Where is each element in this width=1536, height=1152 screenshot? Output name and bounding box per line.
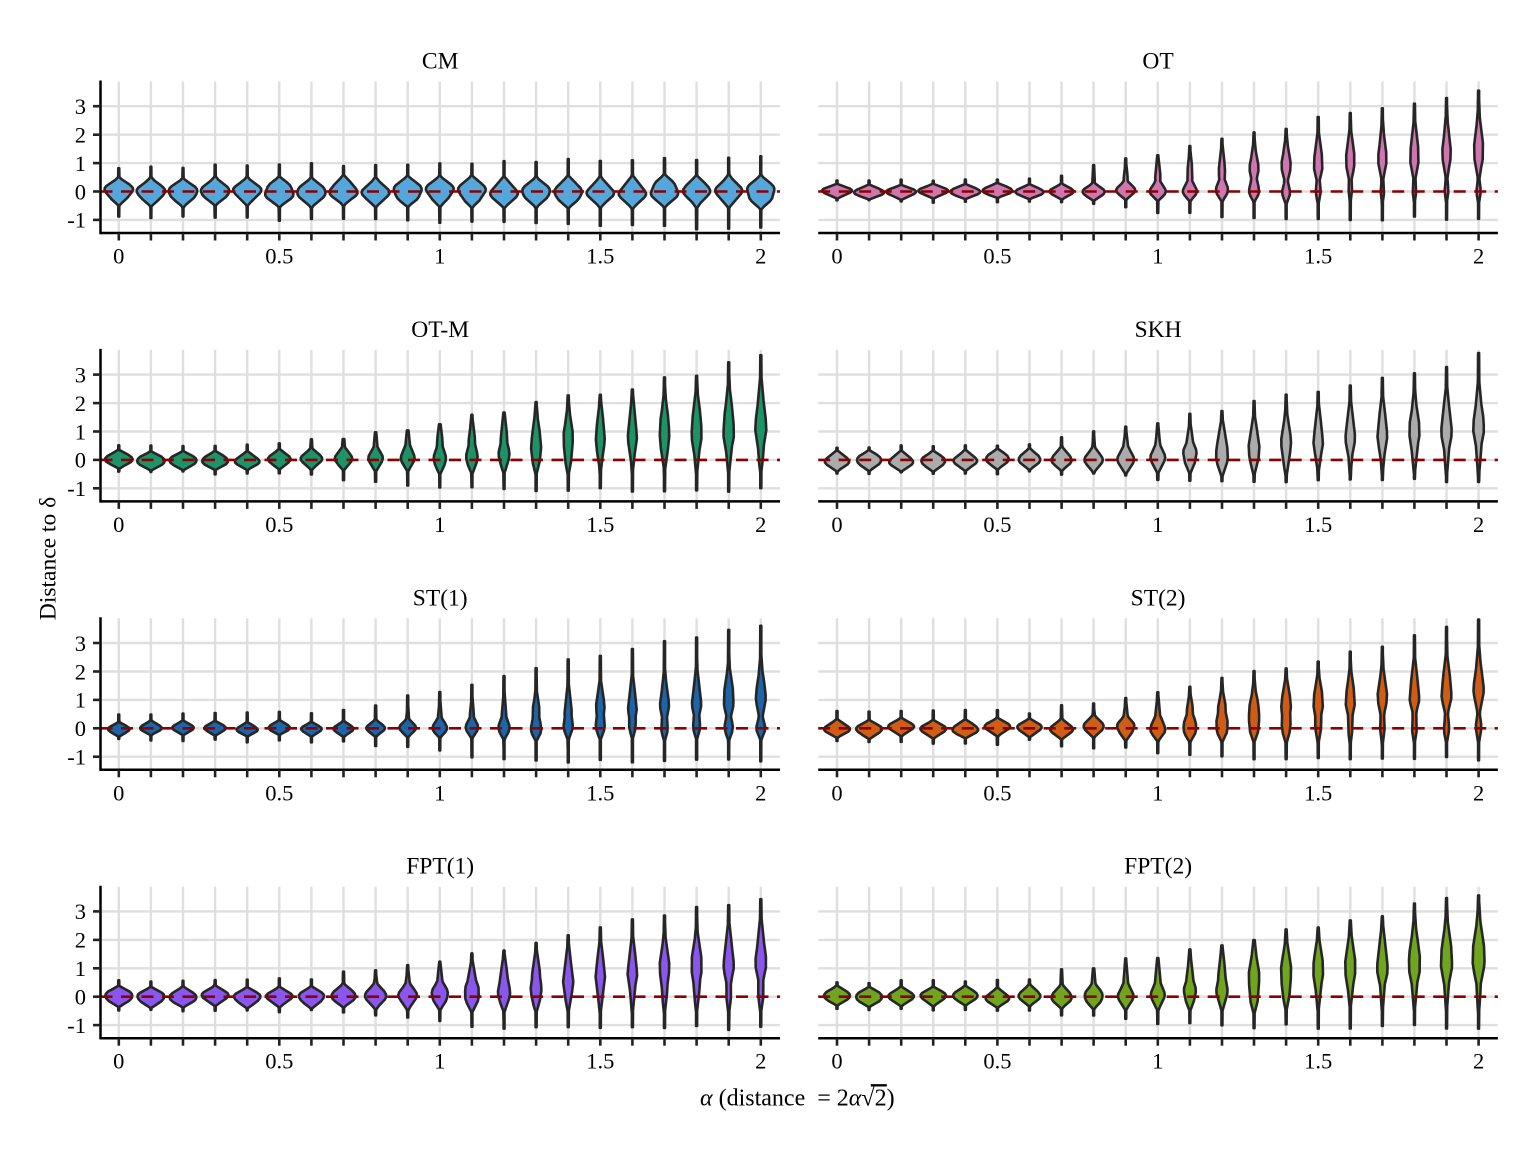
svg-text:2: 2 — [1473, 244, 1484, 269]
svg-text:FPT(2): FPT(2) — [1124, 854, 1192, 880]
svg-text:ST(2): ST(2) — [1131, 585, 1186, 611]
svg-text:1.5: 1.5 — [586, 244, 614, 269]
svg-text:0: 0 — [113, 244, 124, 269]
svg-text:0.5: 0.5 — [265, 512, 293, 537]
svg-text:1.5: 1.5 — [1304, 512, 1332, 537]
svg-text:3: 3 — [75, 899, 86, 924]
svg-text:1: 1 — [434, 244, 445, 269]
svg-text:0.5: 0.5 — [265, 780, 293, 805]
svg-text:0: 0 — [75, 716, 86, 741]
svg-text:1: 1 — [75, 151, 86, 176]
svg-text:1: 1 — [75, 688, 86, 713]
svg-text:0: 0 — [113, 1049, 124, 1074]
svg-text:0.5: 0.5 — [983, 780, 1011, 805]
svg-text:1: 1 — [1152, 1049, 1163, 1074]
svg-text:0: 0 — [75, 985, 86, 1010]
svg-text:FPT(1): FPT(1) — [406, 854, 474, 880]
svg-text:2: 2 — [1473, 512, 1484, 537]
svg-text:3: 3 — [75, 362, 86, 387]
svg-text:0.5: 0.5 — [983, 244, 1011, 269]
svg-text:2: 2 — [755, 780, 766, 805]
svg-text:0: 0 — [75, 179, 86, 204]
svg-text:0.5: 0.5 — [983, 1049, 1011, 1074]
svg-text:1: 1 — [1152, 512, 1163, 537]
svg-text:1: 1 — [1152, 244, 1163, 269]
svg-text:1.5: 1.5 — [1304, 244, 1332, 269]
svg-text:2: 2 — [75, 659, 86, 684]
svg-text:2: 2 — [75, 928, 86, 953]
svg-text:0.5: 0.5 — [983, 512, 1011, 537]
svg-text:2: 2 — [75, 391, 86, 416]
svg-text:2: 2 — [755, 512, 766, 537]
svg-text:0: 0 — [831, 512, 842, 537]
svg-text:1.5: 1.5 — [1304, 780, 1332, 805]
svg-text:1.5: 1.5 — [586, 1049, 614, 1074]
svg-text:-1: -1 — [67, 208, 86, 233]
svg-text:OT: OT — [1142, 49, 1173, 75]
svg-text:1: 1 — [434, 780, 445, 805]
svg-text:0: 0 — [831, 244, 842, 269]
svg-text:α (distance = 2α√2): α (distance = 2α√2) — [700, 1086, 895, 1112]
svg-text:-1: -1 — [67, 476, 86, 501]
svg-text:ST(1): ST(1) — [413, 585, 468, 611]
svg-text:2: 2 — [755, 244, 766, 269]
svg-text:3: 3 — [75, 631, 86, 656]
svg-text:0: 0 — [831, 1049, 842, 1074]
svg-text:1.5: 1.5 — [586, 780, 614, 805]
svg-text:2: 2 — [75, 123, 86, 148]
svg-text:0: 0 — [113, 780, 124, 805]
svg-text:2: 2 — [1473, 1049, 1484, 1074]
svg-text:1.5: 1.5 — [586, 512, 614, 537]
svg-text:2: 2 — [755, 1049, 766, 1074]
svg-text:1: 1 — [434, 1049, 445, 1074]
svg-text:3: 3 — [75, 94, 86, 119]
svg-text:Distance to δ: Distance to δ — [36, 497, 62, 620]
svg-text:SKH: SKH — [1135, 317, 1182, 343]
svg-text:0: 0 — [113, 512, 124, 537]
svg-text:0.5: 0.5 — [265, 244, 293, 269]
svg-text:0.5: 0.5 — [265, 1049, 293, 1074]
svg-text:CM: CM — [422, 49, 459, 75]
svg-text:1: 1 — [75, 956, 86, 981]
svg-text:OT-M: OT-M — [411, 317, 469, 343]
svg-text:1.5: 1.5 — [1304, 1049, 1332, 1074]
svg-text:-1: -1 — [67, 745, 86, 770]
svg-text:2: 2 — [1473, 780, 1484, 805]
svg-text:1: 1 — [1152, 780, 1163, 805]
svg-text:1: 1 — [434, 512, 445, 537]
svg-text:0: 0 — [75, 448, 86, 473]
svg-text:1: 1 — [75, 419, 86, 444]
svg-text:0: 0 — [831, 780, 842, 805]
svg-text:-1: -1 — [67, 1013, 86, 1038]
